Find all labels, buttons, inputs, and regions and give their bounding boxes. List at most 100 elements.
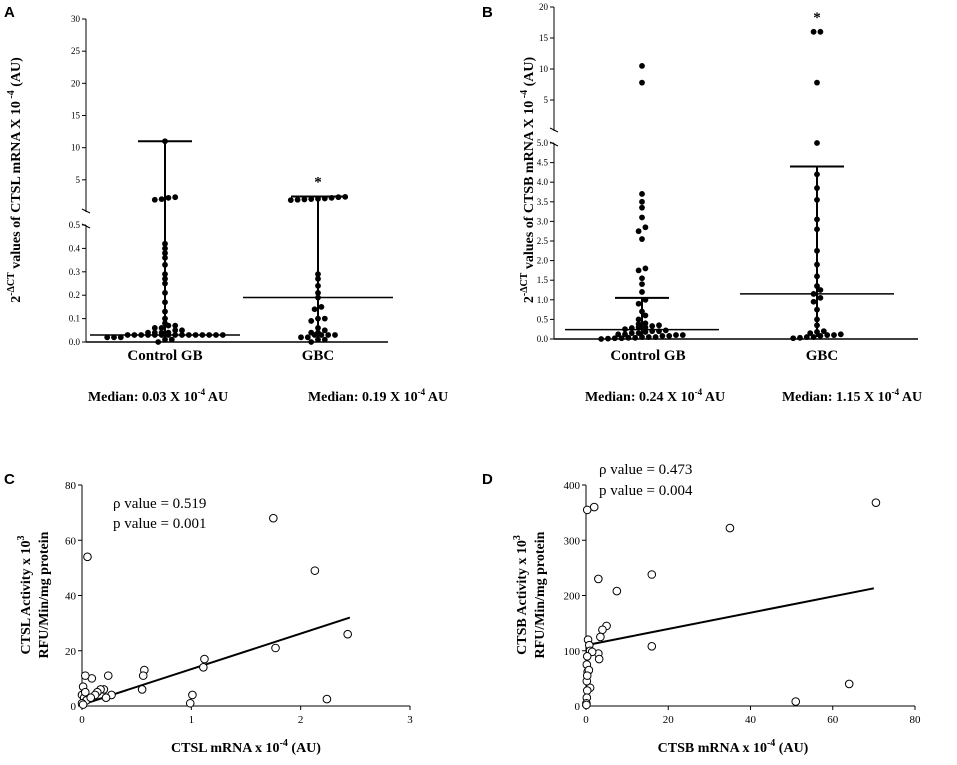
panel-b-dot-plot: 2-ΔCT values of CTSB mRNA X 10 -4 (AU) C…	[519, 2, 922, 405]
data-point-control	[138, 332, 145, 338]
x-tick-label: 60	[827, 714, 839, 726]
panel-a-median-control: Median: 0.03 X 10-4 AU	[88, 387, 228, 405]
data-point-control	[656, 328, 662, 335]
y-tick-label: 0.5	[537, 314, 549, 324]
data-point-control	[117, 334, 124, 341]
data-point-gbc	[814, 322, 820, 329]
data-point-gbc	[831, 332, 837, 338]
x-tick-label: 20	[663, 714, 675, 726]
data-point	[582, 686, 592, 695]
data-point-control	[111, 334, 117, 341]
data-point-control	[192, 332, 199, 338]
data-point-gbc	[814, 247, 820, 254]
panel-c-correlation-scatter: CTSL Activity x 103 RFU/Min/mg protein C…	[16, 480, 413, 756]
data-point-control	[162, 320, 168, 327]
panel-a-ylabel: 2-ΔCT values of CTSL mRNA X 10 -4 (AU)	[6, 57, 24, 303]
panel-c-ylabel-line2: RFU/Min/mg protein	[37, 531, 52, 658]
data-point-control	[639, 191, 645, 197]
data-point-control	[639, 198, 645, 205]
data-point-gbc	[315, 336, 321, 343]
x-tick-label: 80	[910, 714, 922, 726]
data-point-control	[639, 236, 645, 242]
data-point-gbc	[315, 282, 321, 289]
data-point	[647, 570, 657, 579]
data-point-control	[656, 322, 662, 329]
data-point	[199, 663, 208, 672]
panel-label-d: D	[482, 471, 493, 488]
data-point-control	[162, 315, 168, 322]
data-point-gbc	[315, 315, 321, 322]
data-point-gbc	[328, 194, 335, 201]
data-point-gbc	[790, 335, 797, 342]
data-point-control	[659, 332, 666, 339]
data-point-gbc	[814, 216, 820, 223]
data-point-control	[642, 224, 649, 231]
data-point-gbc	[817, 332, 824, 339]
data-point	[310, 566, 320, 575]
panel-b-median-control: Median: 0.24 X 10-4 AU	[585, 387, 725, 405]
y-tick-label: 10	[71, 143, 81, 153]
panel-d-ylabel-line2: RFU/Min/mg protein	[533, 531, 548, 658]
data-point-control	[615, 331, 622, 338]
data-point	[589, 502, 599, 512]
y-tick-label: 20	[65, 646, 77, 658]
panel-d-correlation-scatter: CTSB Activity x 103 RFU/Min/mg protein C…	[512, 462, 921, 756]
data-point-control	[652, 334, 659, 340]
data-point	[582, 505, 592, 515]
y-tick-label: 10	[539, 64, 549, 74]
data-point-control	[165, 194, 172, 201]
data-point-control	[622, 331, 628, 338]
data-point-gbc	[315, 329, 321, 336]
data-point-control	[649, 323, 656, 329]
panel-label-b: B	[482, 4, 493, 21]
data-point-gbc	[837, 331, 844, 338]
data-point-control	[162, 250, 168, 256]
data-point-control	[185, 332, 192, 338]
data-point-control	[168, 336, 175, 343]
data-point	[725, 523, 735, 533]
y-tick-label: 3.0	[537, 216, 549, 226]
panel-c-p-value: p value = 0.001	[113, 516, 206, 532]
data-point	[596, 632, 605, 642]
y-tick-label: 100	[564, 646, 581, 658]
data-point-control	[172, 322, 179, 329]
data-point-control	[639, 63, 645, 69]
y-tick-label: 0.3	[69, 267, 81, 277]
data-point-control	[104, 334, 111, 341]
data-point-gbc	[814, 316, 820, 323]
data-point	[271, 643, 280, 653]
y-tick-label: 0.2	[69, 290, 80, 300]
data-point-control	[162, 299, 168, 306]
data-point-control	[162, 336, 168, 343]
data-point-control	[151, 196, 158, 203]
data-point	[594, 574, 603, 584]
data-point-control	[635, 330, 642, 337]
data-point-control	[145, 329, 151, 336]
data-point-gbc	[318, 304, 325, 310]
data-point-gbc	[814, 329, 820, 335]
data-point	[86, 693, 96, 703]
data-point	[269, 513, 278, 523]
data-point-control	[131, 332, 138, 338]
data-point	[103, 671, 113, 680]
y-tick-label: 4.5	[537, 158, 549, 168]
data-point-gbc	[810, 334, 817, 340]
y-tick-label: 80	[65, 480, 77, 492]
data-point-gbc	[807, 330, 814, 337]
data-point-control	[162, 261, 168, 268]
panel-c-ylabel-line1: CTSL Activity x 103	[16, 536, 34, 655]
data-point-control	[645, 334, 652, 340]
data-point-control	[162, 271, 168, 278]
data-point-gbc	[304, 334, 311, 341]
data-point	[582, 700, 591, 710]
data-point-gbc	[315, 289, 321, 296]
panel-d-xlabel: CTSB mRNA x 10-4 (AU)	[658, 738, 809, 756]
data-point	[188, 690, 197, 700]
data-point-control	[162, 275, 168, 282]
y-tick-label: 5	[76, 175, 81, 185]
data-point	[844, 679, 854, 689]
y-tick-label: 0.5	[69, 220, 81, 230]
data-point-control	[635, 316, 642, 323]
data-point-control	[158, 325, 165, 331]
y-tick-label: 20	[539, 2, 549, 12]
